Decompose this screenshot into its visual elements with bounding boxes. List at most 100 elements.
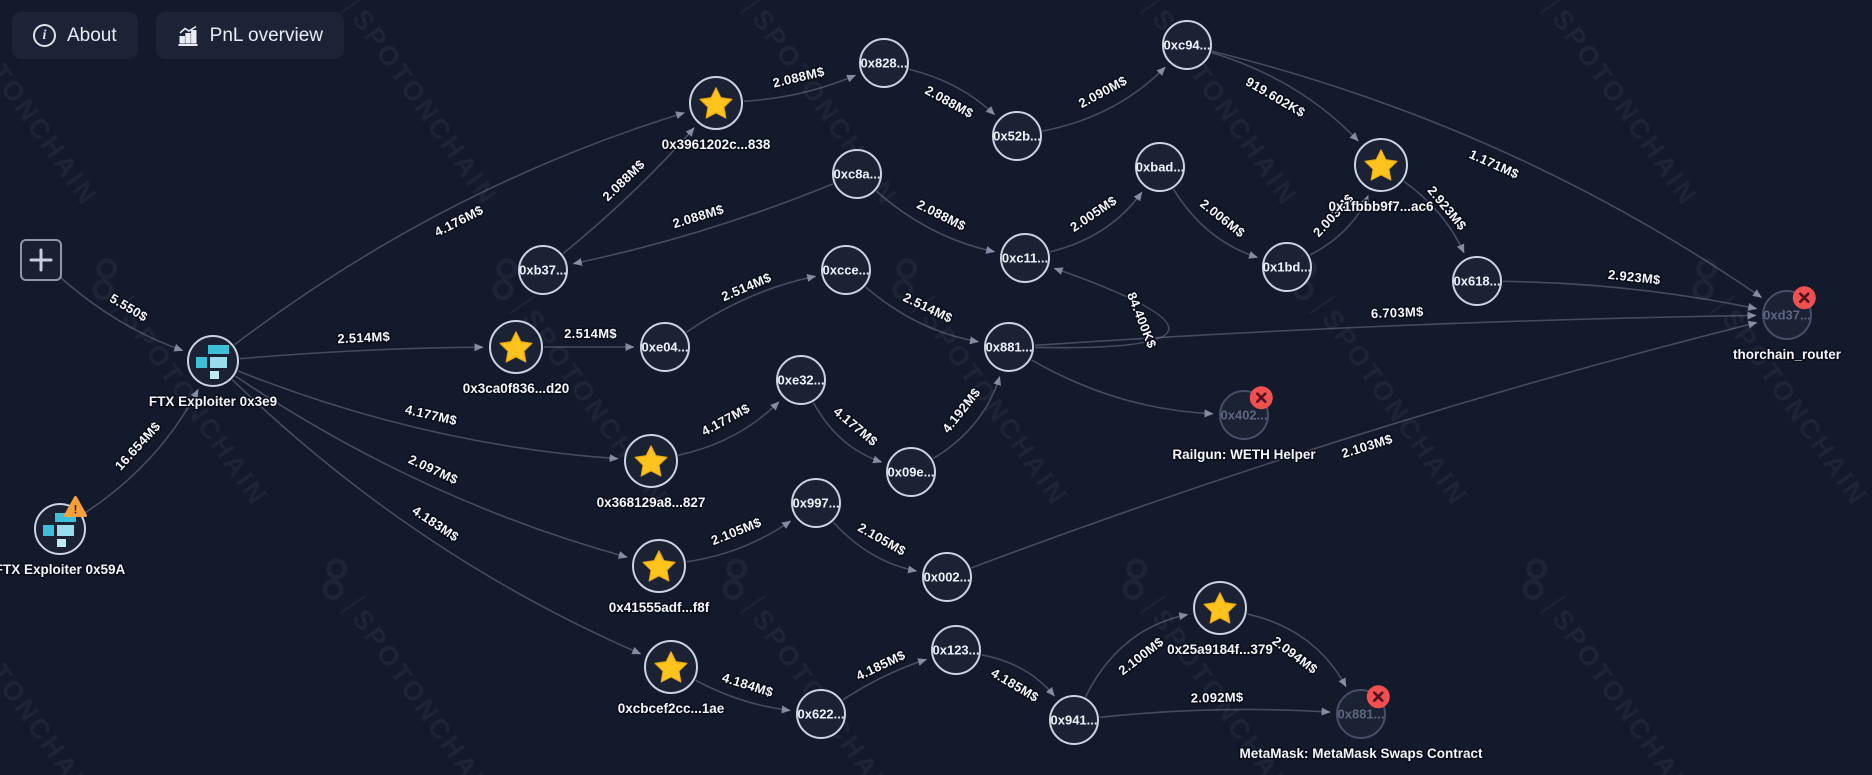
node-scbce[interactable]: 0xcbcef2cc...1ae (616, 640, 726, 718)
node-n002[interactable]: 0x002... (922, 552, 972, 602)
edge-ftx3e9-s3681 (237, 370, 619, 463)
edge-amount-label: 84.400K$ (1124, 290, 1160, 351)
edge-nc11-nbad (1050, 191, 1143, 253)
edge-amount-label: 2.514M$ (901, 290, 955, 326)
node-n52b[interactable]: 0x52b... (992, 111, 1042, 161)
edge-amount-label: 4.176M$ (432, 202, 486, 240)
node-nc94[interactable]: 0xc94... (1162, 20, 1212, 70)
about-button[interactable]: i About (12, 12, 138, 59)
edge-n941-metamask (1099, 707, 1331, 719)
watermark: SPOTONCHAIN (876, 250, 1079, 515)
edge-plus-ftx3e9 (58, 275, 184, 352)
node-s25a9[interactable]: 0x25a9184f...379 (1166, 581, 1274, 659)
error-badge-icon (1366, 685, 1390, 709)
node-s4155[interactable]: 0x41555adf...f8f (607, 539, 711, 617)
chain-link-icon (322, 558, 348, 601)
warning-badge-icon: ! (64, 496, 87, 517)
node-name-label: FTX Exploiter 0x3e9 (149, 394, 277, 409)
edge-n52b-nc94 (1042, 66, 1166, 132)
edge-ncce-n881 (865, 286, 979, 345)
node-n123[interactable]: 0x123... (931, 625, 981, 675)
node-nc8a[interactable]: 0xc8a... (832, 149, 882, 199)
node-nc11[interactable]: 0xc11... (1000, 233, 1050, 283)
edge-amount-label: 2.514M$ (564, 326, 617, 341)
edge-nc94-s1fbb (1211, 51, 1359, 142)
edge-amount-label: 2.105M$ (855, 520, 909, 559)
node-name-label: 0x1fbbb9f7...ac6 (1328, 199, 1434, 214)
node-n828[interactable]: 0x828... (859, 38, 909, 88)
edge-n881-nc11 (1034, 267, 1170, 349)
node-name-label: 0x25a9184f...379 (1167, 642, 1273, 657)
edge-amount-label: 2.103M$ (1340, 431, 1395, 461)
node-address-label: 0xc8a... (834, 167, 881, 182)
node-ftx59a[interactable]: FTX Exploiter 0x59A! (0, 496, 127, 579)
node-thorchain[interactable]: 0xd37... thorchain_router (1731, 286, 1843, 364)
node-ftx3e9[interactable]: FTX Exploiter 0x3e9 (147, 335, 279, 411)
star-icon (499, 331, 533, 363)
plus-icon (29, 248, 53, 272)
node-address-label: 0x402... (1221, 408, 1268, 423)
star-icon (1203, 592, 1237, 624)
chain-link-icon (722, 558, 748, 601)
node-circle (922, 552, 972, 602)
node-nbad[interactable]: 0xbad... (1135, 142, 1185, 192)
pnl-overview-button[interactable]: PnL overview (155, 12, 345, 59)
node-s3681[interactable]: 0x368129a8...827 (595, 434, 707, 512)
edge-n002-thorchain (971, 320, 1758, 569)
node-ne32[interactable]: 0xe32... (776, 355, 826, 405)
node-address-label: 0x622... (798, 707, 845, 722)
info-icon: i (33, 24, 56, 47)
node-n881[interactable]: 0x881... (984, 322, 1034, 372)
node-ne04[interactable]: 0xe04... (640, 322, 690, 372)
node-circle (992, 111, 1042, 161)
chain-link-icon (92, 258, 118, 301)
node-nb37[interactable]: 0xb37... (518, 245, 568, 295)
node-address-label: 0x941... (1051, 713, 1098, 728)
svg-text:!: ! (74, 503, 78, 517)
star-icon (1364, 149, 1398, 181)
edge-amount-label: 919.602K$ (1243, 74, 1308, 121)
edge-ftx3e9-scbce (231, 379, 642, 655)
node-n997[interactable]: 0x997... (791, 478, 841, 528)
edge-amount-label: 2.005M$ (1067, 193, 1119, 235)
toolbar: i About PnL overview (12, 12, 345, 59)
node-circle (1162, 20, 1212, 70)
watermark: SPOTONCHAIN (1676, 250, 1872, 515)
node-address-label: 0xe32... (778, 373, 825, 388)
node-n1bd[interactable]: 0x1bd... (1262, 242, 1312, 292)
node-address-label: 0xd37... (1763, 308, 1811, 323)
node-s1fbb[interactable]: 0x1fbbb9f7...ac6 (1327, 138, 1436, 216)
pnl-overview-button-label: PnL overview (209, 24, 324, 46)
node-n622[interactable]: 0x622... (796, 689, 846, 739)
node-name-label: 0x3ca0f836...d20 (463, 381, 570, 396)
edge-nb37-s3961 (562, 127, 695, 255)
node-plus[interactable] (20, 239, 62, 281)
node-address-label: 0x52b... (993, 129, 1041, 144)
node-railgun[interactable]: 0x402... Railgun: WETH Helper (1171, 386, 1318, 464)
node-circle (518, 245, 568, 295)
edge-amount-label: 2.514M$ (337, 329, 391, 346)
node-circle (640, 322, 690, 372)
node-n618[interactable]: 0x618... (1452, 256, 1502, 306)
edge-n09e-n881 (932, 376, 1001, 460)
node-n09e[interactable]: 0x09e... (886, 447, 936, 497)
node-s3ca0[interactable]: 0x3ca0f836...d20 (461, 320, 571, 398)
node-n941[interactable]: 0x941... (1049, 695, 1099, 745)
edge-amount-label: 4.183M$ (410, 503, 463, 545)
node-ncce[interactable]: 0xcce... (821, 245, 871, 295)
edge-n618-thorchain (1502, 280, 1758, 311)
bar-chart-icon (178, 25, 198, 46)
edge-ftx3e9-s3961 (234, 111, 685, 346)
node-s3961[interactable]: 0x3961202c...838 (660, 76, 772, 154)
node-circle (796, 689, 846, 739)
edge-ne04-ncce (685, 273, 817, 333)
node-address-label: 0x123... (933, 643, 980, 658)
edge-amount-label: 2.090M$ (1076, 73, 1130, 111)
ftx-logo-icon (196, 345, 229, 379)
edge-amount-label: 16.654M$ (112, 418, 164, 473)
node-name-label: FTX Exploiter 0x59A (0, 562, 126, 577)
edge-labels-layer: 5.550$ 16.654M$ 4.176M$ 2.088M$ 2.088M$ 2.088… (106, 62, 1664, 707)
node-metamask[interactable]: 0x881... MetaMask: MetaMask Swaps Contrac… (1238, 685, 1485, 763)
